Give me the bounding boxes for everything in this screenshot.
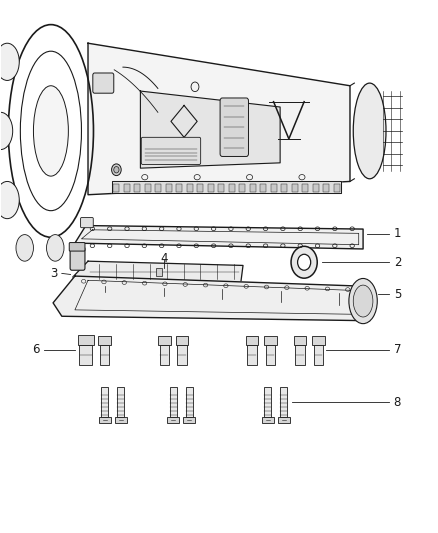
Bar: [250, 183, 256, 192]
Polygon shape: [73, 261, 243, 282]
Bar: [313, 183, 319, 192]
Polygon shape: [88, 43, 350, 195]
Bar: [260, 183, 266, 192]
Bar: [117, 386, 124, 417]
Bar: [265, 386, 272, 417]
Bar: [170, 386, 177, 417]
Bar: [323, 183, 329, 192]
Bar: [247, 345, 257, 366]
Bar: [262, 417, 274, 423]
Ellipse shape: [0, 181, 19, 219]
Text: 7: 7: [394, 343, 401, 357]
Bar: [295, 345, 304, 366]
Bar: [292, 183, 298, 192]
Bar: [99, 336, 111, 345]
Text: 3: 3: [50, 267, 57, 280]
Text: 6: 6: [32, 343, 40, 357]
Bar: [166, 183, 172, 192]
Bar: [280, 386, 287, 417]
Bar: [278, 417, 290, 423]
Bar: [264, 336, 277, 345]
Bar: [177, 183, 183, 192]
Bar: [78, 335, 94, 345]
Bar: [159, 345, 169, 366]
Bar: [177, 345, 187, 366]
Text: 1: 1: [394, 227, 401, 240]
Bar: [312, 336, 325, 345]
Polygon shape: [53, 276, 374, 321]
Bar: [198, 183, 203, 192]
Bar: [239, 183, 245, 192]
Bar: [186, 386, 193, 417]
Bar: [115, 417, 127, 423]
Ellipse shape: [0, 43, 19, 80]
FancyBboxPatch shape: [220, 98, 248, 157]
Bar: [266, 345, 276, 366]
Bar: [246, 336, 258, 345]
FancyBboxPatch shape: [141, 138, 201, 165]
Text: 2: 2: [394, 256, 401, 269]
Bar: [302, 183, 308, 192]
Ellipse shape: [114, 166, 119, 173]
Bar: [187, 183, 193, 192]
Bar: [208, 183, 214, 192]
Bar: [158, 336, 171, 345]
Bar: [100, 345, 110, 366]
FancyBboxPatch shape: [81, 217, 93, 228]
Ellipse shape: [291, 246, 317, 278]
Ellipse shape: [0, 112, 13, 150]
Ellipse shape: [297, 254, 311, 270]
FancyBboxPatch shape: [93, 73, 114, 93]
Text: 8: 8: [394, 395, 401, 409]
Bar: [124, 183, 130, 192]
Polygon shape: [112, 181, 341, 193]
Bar: [101, 386, 108, 417]
Bar: [145, 183, 151, 192]
Bar: [113, 183, 120, 192]
Bar: [314, 345, 323, 366]
Ellipse shape: [46, 235, 64, 261]
FancyBboxPatch shape: [70, 247, 85, 270]
Text: 4: 4: [161, 252, 168, 265]
Bar: [99, 417, 110, 423]
Bar: [293, 336, 306, 345]
Ellipse shape: [112, 164, 121, 175]
Ellipse shape: [353, 285, 373, 317]
Bar: [155, 183, 162, 192]
Polygon shape: [75, 225, 363, 249]
Text: 5: 5: [394, 288, 401, 301]
Bar: [184, 417, 195, 423]
Ellipse shape: [33, 86, 68, 176]
Bar: [281, 183, 287, 192]
Bar: [79, 345, 92, 366]
Bar: [218, 183, 224, 192]
Bar: [155, 268, 162, 276]
Bar: [334, 183, 340, 192]
Bar: [134, 183, 141, 192]
Bar: [229, 183, 235, 192]
Polygon shape: [141, 91, 280, 168]
Bar: [167, 417, 179, 423]
FancyBboxPatch shape: [69, 243, 85, 251]
Bar: [176, 336, 188, 345]
Ellipse shape: [16, 235, 33, 261]
Ellipse shape: [349, 278, 377, 324]
Ellipse shape: [353, 83, 386, 179]
Bar: [271, 183, 277, 192]
